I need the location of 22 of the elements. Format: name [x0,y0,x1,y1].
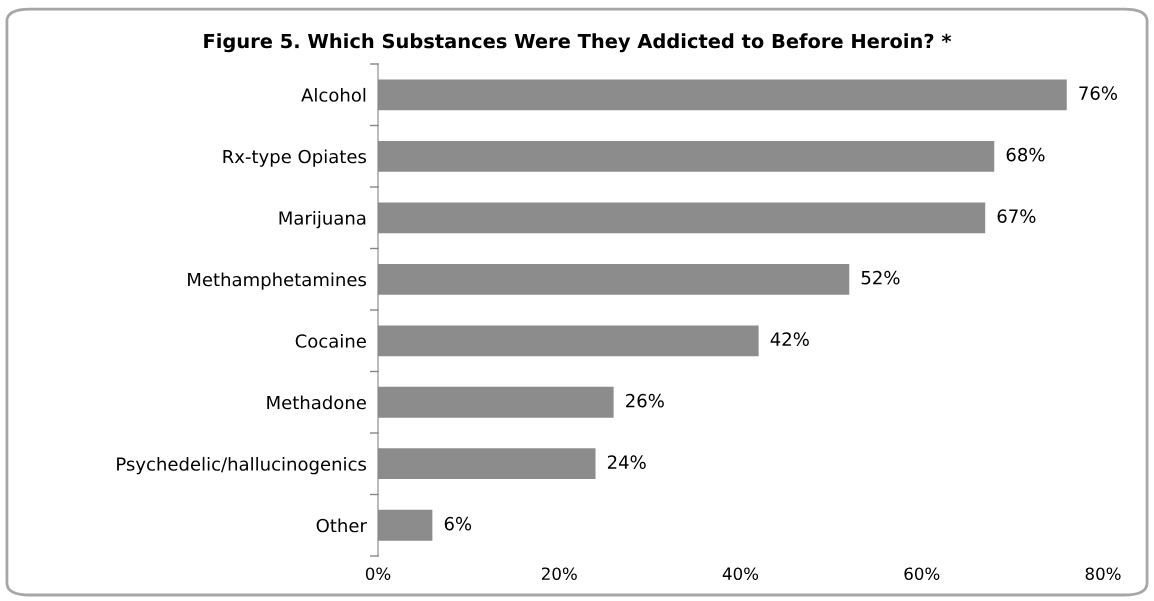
y-tick-label: Marijuana [279,210,366,229]
data-label: 24% [607,455,646,469]
data-label: 52% [861,270,900,285]
y-tick-label: Other [316,518,367,533]
y-tick-label: Cocaine [295,333,366,348]
x-tick-label: 80% [1085,567,1121,581]
data-label: 6% [444,516,472,531]
data-label: 26% [626,393,664,408]
data-label: 67% [997,209,1036,223]
x-tick-label: 20% [541,567,577,581]
y-tick-label: Alcohol [301,87,366,102]
y-tick-label: Methamphetamines [188,272,367,290]
x-tick-label: 40% [722,567,759,581]
chart-title: Figure 5. Which Substances Were They Addicted to Before Heroin? * [204,33,952,53]
data-label: 68% [1006,147,1045,162]
x-tick-label: 60% [904,567,940,581]
x-tick-label: 0% [365,567,391,581]
y-tick-label: Psychedelic/hallucinogenics [117,456,366,475]
data-label: 76% [1079,86,1117,100]
y-tick-label: Methadone [267,395,366,410]
y-tick-label: Rx-type Opiates [223,149,366,167]
data-label: 42% [770,332,809,346]
